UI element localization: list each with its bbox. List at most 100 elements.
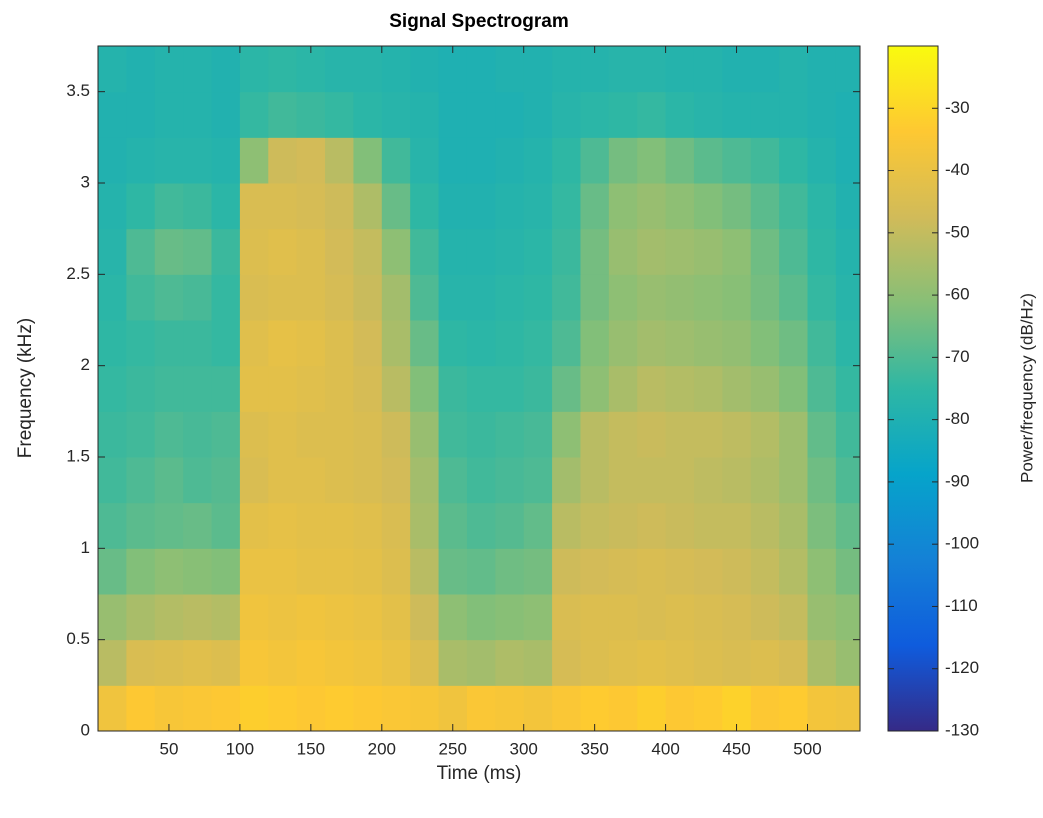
cell [98,502,127,549]
colorbar-tick-label: -100 [945,534,979,553]
cell [779,91,808,138]
cell [239,502,269,549]
cell [807,548,837,595]
cell [693,594,723,641]
cell [183,91,213,138]
colorbar-tick-label: -110 [945,596,978,615]
cell [779,183,808,230]
cell [523,548,553,595]
cell [410,502,440,549]
cell [835,183,860,230]
cell [779,639,808,686]
cell [211,411,241,458]
cell [211,137,241,184]
cell [268,320,298,367]
cell [750,457,780,504]
cell [410,274,440,321]
y-tick-label: 0 [81,720,90,739]
cell [665,137,695,184]
cell [580,320,610,367]
cell [268,91,298,138]
cell [126,594,156,641]
cell [580,457,610,504]
cell [779,548,808,595]
cell [466,365,496,412]
cell [296,183,326,230]
cell [552,639,581,686]
x-tick-label: 500 [793,739,821,758]
cell [211,91,241,138]
cell [779,228,808,275]
cell [835,91,860,138]
cell [835,274,860,321]
cell [495,502,525,549]
cell [410,639,440,686]
cell [807,411,837,458]
cell [807,457,837,504]
cell [183,411,213,458]
cell [807,91,837,138]
cell [552,320,581,367]
cell [239,594,269,641]
cell [381,365,411,412]
cell [665,274,695,321]
cell [722,365,752,412]
cell [693,365,723,412]
cell [126,228,156,275]
cell [608,137,638,184]
cell [438,457,468,504]
cell [807,365,837,412]
cell [693,502,723,549]
cell [325,411,354,458]
x-axis-label: Time (ms) [437,763,522,784]
cell [552,365,581,412]
cell [637,228,667,275]
cell [693,46,723,93]
cell [381,502,411,549]
cell [779,594,808,641]
cell [98,365,127,412]
cell [523,320,553,367]
cell [722,274,752,321]
x-tick-label: 400 [651,739,679,758]
axes: 50 100 150 200 250 300 350 400 450 500 0 0.5 1 1.5 2 2.… [66,45,979,758]
x-tick-label: 50 [159,739,178,758]
cell [523,274,553,321]
cell [807,183,837,230]
cell [183,183,213,230]
cell [239,365,269,412]
cell [126,46,156,93]
cell [835,320,860,367]
cell [154,320,184,367]
cell [410,91,440,138]
cell [410,137,440,184]
cell [211,320,241,367]
cell [325,228,354,275]
cell [722,46,752,93]
cell [381,457,411,504]
cell [722,639,752,686]
cell [438,274,468,321]
cell [353,320,383,367]
cell [154,639,184,686]
cell [98,183,127,230]
cell [98,639,127,686]
cell [523,685,553,731]
colorbar-tick-label: -80 [945,409,970,428]
cell [239,137,269,184]
cell [410,457,440,504]
cell [353,685,383,731]
cell [552,594,581,641]
cell [807,46,837,93]
cell [268,137,298,184]
cell [154,274,184,321]
cell [211,548,241,595]
cell [126,548,156,595]
cell [183,548,213,595]
x-tick-label: 100 [226,739,254,758]
x-tick-label: 200 [368,739,396,758]
cell [98,137,127,184]
colorbar [887,45,939,732]
cell [608,365,638,412]
cell [296,274,326,321]
